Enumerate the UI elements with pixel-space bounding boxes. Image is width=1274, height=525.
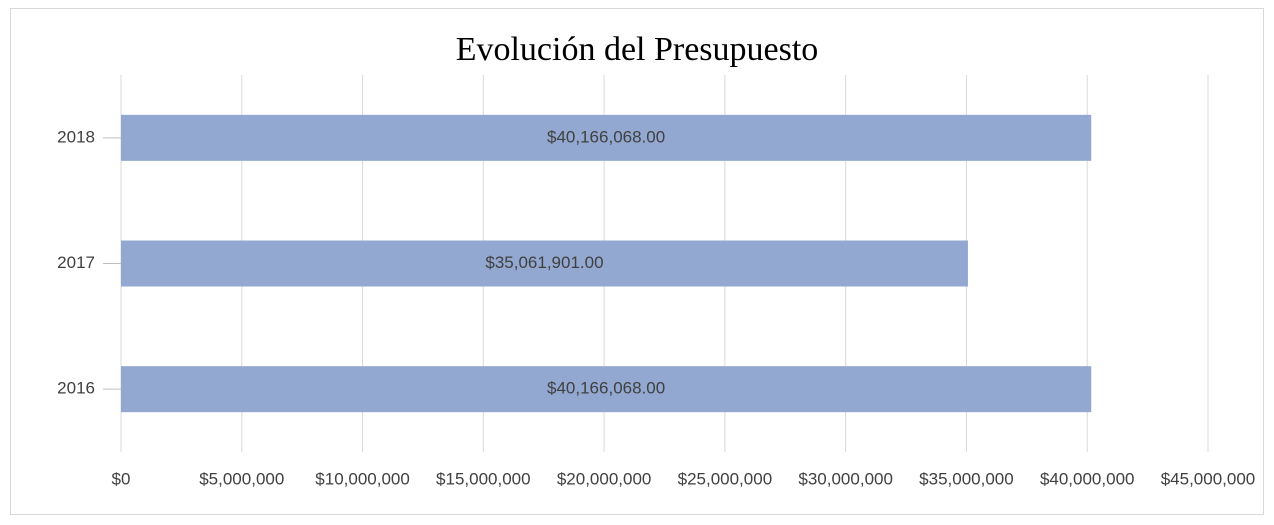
x-tick-label: $45,000,000 (1161, 469, 1256, 488)
data-label: $40,166,068.00 (547, 127, 665, 146)
bar (121, 240, 968, 287)
bar (121, 366, 1092, 413)
x-tick-label: $30,000,000 (798, 469, 893, 488)
data-label: $40,166,068.00 (547, 379, 665, 398)
x-tick-label: $10,000,000 (315, 469, 410, 488)
bar (121, 114, 1092, 161)
data-label: $35,061,901.00 (485, 253, 603, 272)
x-tick-label: $5,000,000 (199, 469, 284, 488)
chart-title: Evolución del Presupuesto (456, 31, 819, 68)
x-tick-label: $0 (112, 469, 131, 488)
x-tick-label: $20,000,000 (557, 469, 652, 488)
y-tick-label: 2018 (57, 127, 95, 146)
x-tick-label: $40,000,000 (1040, 469, 1135, 488)
x-tick-label: $15,000,000 (436, 469, 531, 488)
y-tick-label: 2017 (57, 253, 95, 272)
x-tick-label: $35,000,000 (919, 469, 1014, 488)
x-tick-label: $25,000,000 (678, 469, 773, 488)
y-tick-label: 2016 (57, 379, 95, 398)
